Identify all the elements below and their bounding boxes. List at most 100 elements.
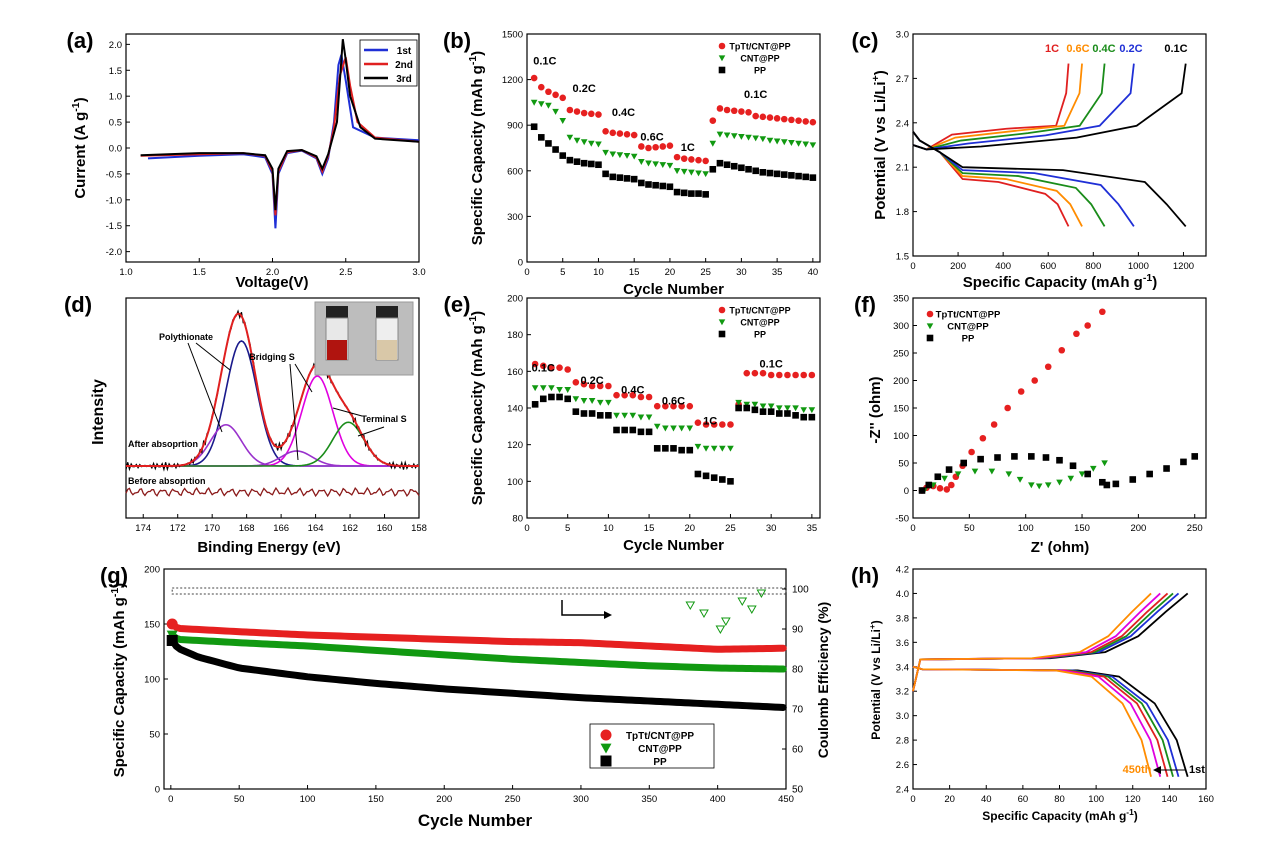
data-point-TpTt/CNT@PP	[943, 486, 951, 493]
x-tick-label: 168	[239, 523, 255, 534]
data-point-TpTt/CNT@PP	[572, 379, 580, 386]
data-point-CNT@PP	[637, 414, 645, 421]
label-main: Potential (V vs Li/Li	[869, 629, 883, 740]
x-tick-label: 2.5	[339, 267, 352, 278]
data-point-PP	[767, 408, 775, 415]
x-tick-label: 250	[1187, 523, 1203, 534]
y-tick-label: 100	[507, 477, 523, 488]
x-tick-label: 3.0	[412, 267, 425, 278]
data-point-CNT@PP	[588, 140, 595, 147]
data-point-PP	[680, 189, 688, 197]
data-point-PP	[580, 410, 588, 417]
panel-label: (d)	[64, 292, 92, 317]
vial-liquid-pale	[377, 340, 397, 360]
data-point-TpTt/CNT@PP	[609, 129, 617, 137]
charge-curve	[912, 592, 1152, 692]
x-tick-label: 1000	[1128, 261, 1149, 272]
y-tick-label: 2.0	[109, 40, 122, 51]
data-point-PP	[723, 161, 731, 169]
data-point-CNT@PP	[645, 414, 653, 421]
data-point-CNT@PP	[743, 401, 751, 408]
data-point-CNT@PP	[580, 139, 588, 146]
x-tick-label: 40	[981, 794, 992, 805]
data-point-PP	[531, 401, 539, 408]
x-tick-label: 1.5	[193, 267, 206, 278]
y-tick-label: 0	[904, 486, 909, 497]
data-point-TpTt/CNT@PP	[709, 117, 717, 124]
data-point-PP	[545, 140, 552, 147]
data-point-CNT@PP	[1035, 483, 1043, 490]
data-point-TpTt/CNT@PP	[537, 83, 545, 91]
data-point-CNT@PP	[710, 445, 718, 452]
annotation-arrow	[195, 342, 231, 371]
y-axis-title: -Z'' (ohm)	[867, 376, 884, 443]
data-point-PP	[552, 146, 559, 153]
x-axis-title: Cycle Number	[623, 537, 724, 554]
y-tick-label: 3.4	[896, 662, 909, 673]
x-tick-label: 400	[710, 794, 726, 805]
x-axis-title: Voltage(V)	[235, 274, 308, 291]
y-tick-label: 250	[893, 349, 909, 360]
x-tick-label: 120	[1125, 794, 1141, 805]
y-tick-label: 2.8	[896, 736, 909, 747]
data-point-PP	[653, 445, 661, 452]
data-point-PP	[1129, 476, 1137, 483]
label-main: Specific Capacity (mAh g	[963, 274, 1143, 291]
y-tick-label: 300	[893, 321, 909, 332]
x-tick-label: 174	[135, 523, 151, 534]
data-point-PP	[1069, 462, 1077, 470]
x-tick-label: 100	[300, 794, 316, 805]
legend-label: 3rd	[396, 74, 412, 85]
x-tick-label: 0	[524, 523, 529, 534]
ce-outlier-marker	[715, 625, 726, 635]
data-point-PP	[1056, 456, 1063, 464]
label-superscript: -1	[1143, 272, 1152, 284]
x-tick-label: 600	[1040, 261, 1056, 272]
data-point-PP	[686, 446, 694, 454]
label-superscript: -1	[70, 102, 82, 111]
y-tick-label: 1.5	[896, 252, 909, 263]
y-right-tick-label: 100	[792, 585, 809, 596]
panel-d: 174 172 170 168 166 164 162 160 158 (d) Polythiona…	[64, 292, 427, 556]
label-main: Specific Capacity (mAh g	[982, 809, 1126, 823]
data-point-PP	[1112, 480, 1120, 488]
data-point-CNT@PP	[802, 141, 810, 148]
legend-label: CNT@PP	[740, 54, 779, 64]
panel-g: 0 50 100 150 200 250 300 350 400 450 0 50 100 150 200 (…	[100, 563, 831, 830]
data-point-CNT@PP	[1016, 476, 1024, 483]
x-tick-label: 0	[168, 794, 173, 805]
panel-label: (g)	[100, 563, 128, 588]
x-tick-label: 30	[766, 523, 777, 534]
x-tick-label: 25	[725, 523, 736, 534]
data-point-TpTt/CNT@PP	[979, 434, 987, 442]
data-point-TpTt/CNT@PP	[602, 127, 609, 135]
legend-label: 1st	[397, 46, 412, 57]
data-point-PP	[623, 175, 631, 182]
legend-marker	[600, 743, 612, 754]
data-point-CNT@PP	[752, 135, 759, 142]
discharge-curve	[912, 665, 1180, 778]
data-point-PP	[727, 478, 734, 485]
legend-label: TpTt/CNT@PP	[729, 42, 790, 52]
x-tick-label: 100	[1088, 794, 1104, 805]
label-superscript: +	[870, 75, 882, 81]
data-point-TpTt/CNT@PP	[738, 108, 745, 115]
x-tick-label: 10	[603, 523, 614, 534]
data-point-PP	[613, 426, 620, 434]
data-point-CNT@PP	[630, 153, 638, 160]
data-point-TpTt/CNT@PP	[759, 113, 767, 121]
data-point-CNT@PP	[716, 131, 724, 138]
panel-e: 0 5 10 15 20 25 30 35 80 100 120 140 160 180 200 (e) TpT…	[444, 292, 821, 554]
data-point-PP	[1163, 465, 1170, 472]
y-axis-title: Specific Capacity (mAh g-1)	[109, 583, 128, 777]
x-tick-label: 158	[411, 523, 427, 534]
data-point-TpTt/CNT@PP	[723, 106, 731, 114]
y-tick-label: 4.0	[896, 589, 909, 600]
data-point-CNT@PP	[548, 385, 555, 392]
axis-arrowhead	[604, 611, 612, 619]
y-tick-label: 350	[893, 294, 909, 305]
data-point-PP	[605, 412, 612, 419]
charge-curve	[912, 63, 1187, 151]
legend-marker	[718, 55, 726, 62]
